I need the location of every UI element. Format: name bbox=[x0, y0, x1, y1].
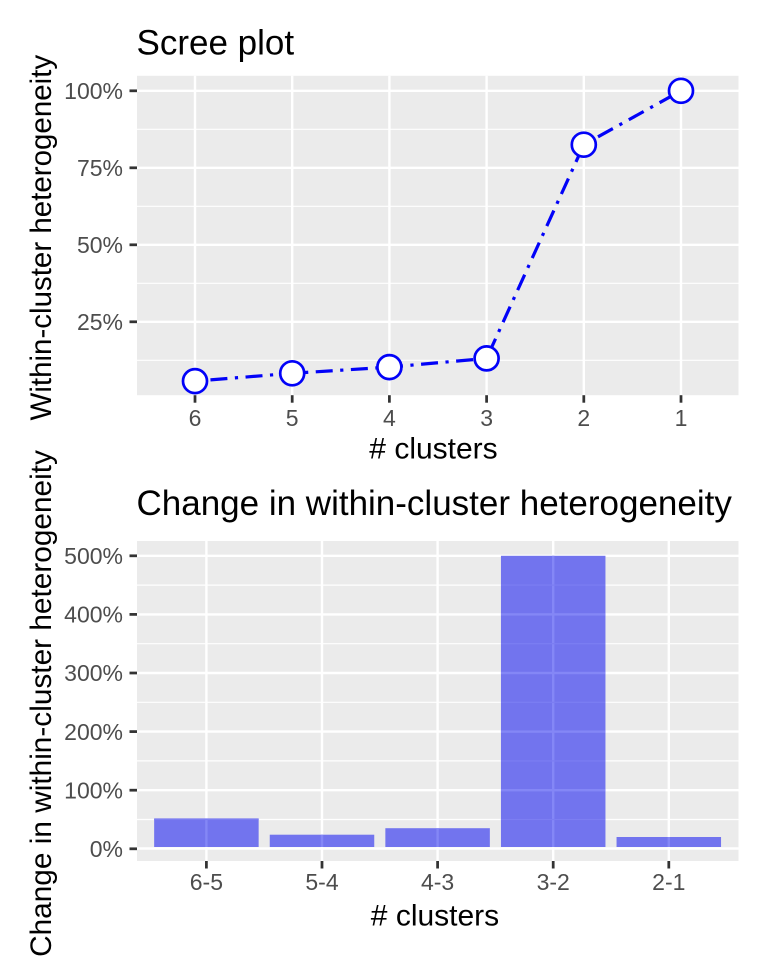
svg-text:2-1: 2-1 bbox=[652, 869, 685, 895]
svg-text:Change in within-cluster heter: Change in within-cluster heterogeneity bbox=[25, 450, 58, 957]
svg-text:1: 1 bbox=[675, 405, 688, 431]
svg-text:Change in within-cluster heter: Change in within-cluster heterogeneity bbox=[137, 484, 733, 523]
svg-text:3-2: 3-2 bbox=[537, 869, 570, 895]
svg-text:# clusters: # clusters bbox=[369, 432, 497, 465]
svg-text:Scree plot: Scree plot bbox=[137, 24, 295, 63]
svg-text:500%: 500% bbox=[64, 543, 123, 569]
svg-text:Within-cluster heterogeneity: Within-cluster heterogeneity bbox=[25, 55, 58, 421]
svg-text:5-4: 5-4 bbox=[305, 869, 338, 895]
svg-text:3: 3 bbox=[480, 405, 493, 431]
svg-text:100%: 100% bbox=[64, 78, 123, 104]
svg-text:0%: 0% bbox=[90, 836, 123, 862]
svg-text:4: 4 bbox=[383, 405, 396, 431]
svg-text:100%: 100% bbox=[64, 777, 123, 803]
svg-text:# clusters: # clusters bbox=[371, 899, 499, 932]
svg-text:75%: 75% bbox=[77, 155, 123, 181]
svg-text:200%: 200% bbox=[64, 719, 123, 745]
svg-text:6: 6 bbox=[189, 405, 202, 431]
svg-text:5: 5 bbox=[286, 405, 299, 431]
svg-text:4-3: 4-3 bbox=[421, 869, 454, 895]
svg-text:50%: 50% bbox=[77, 232, 123, 258]
svg-text:400%: 400% bbox=[64, 602, 123, 628]
svg-text:6-5: 6-5 bbox=[190, 869, 223, 895]
svg-text:25%: 25% bbox=[77, 309, 123, 335]
svg-text:2: 2 bbox=[577, 405, 590, 431]
svg-text:300%: 300% bbox=[64, 660, 123, 686]
